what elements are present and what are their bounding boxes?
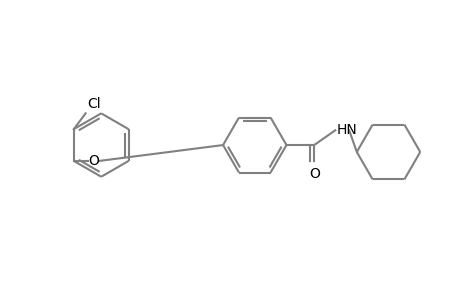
Text: O: O — [88, 154, 99, 168]
Text: HN: HN — [336, 123, 356, 137]
Text: Cl: Cl — [87, 98, 101, 111]
Text: O: O — [308, 167, 319, 181]
